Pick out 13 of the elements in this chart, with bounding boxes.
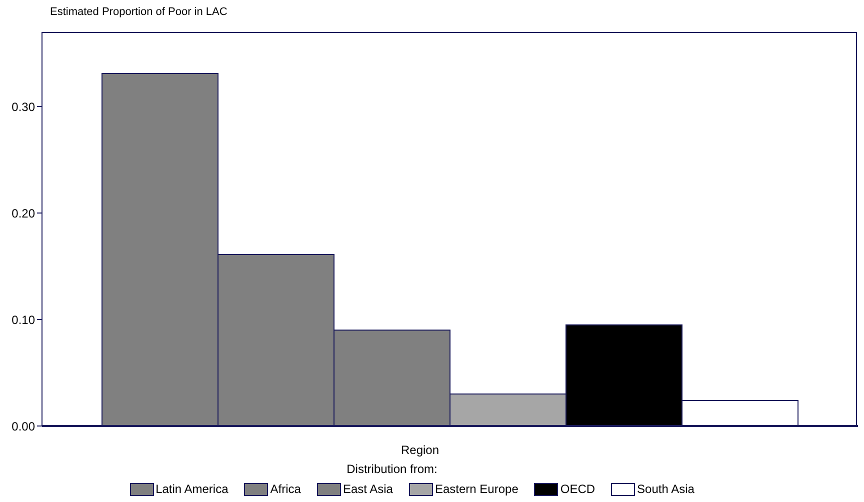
legend-label: Latin America: [156, 482, 228, 496]
y-tick-label: 0.20: [12, 206, 36, 220]
legend-label: South Asia: [637, 482, 694, 496]
y-tick-label: 0.00: [12, 419, 36, 434]
legend-label: OECD: [560, 482, 596, 496]
legend-label: East Asia: [342, 482, 393, 496]
legend-title: Distribution from:: [346, 462, 438, 476]
chart-title: Estimated Proportion of Poor in LAC: [50, 6, 228, 18]
y-tick-label: 0.30: [12, 100, 36, 114]
legend-label: Africa: [270, 482, 301, 496]
y-tick-label: 0.10: [12, 312, 36, 327]
legend-label: Eastern Europe: [434, 482, 518, 496]
x-axis-title: Region: [400, 443, 440, 457]
